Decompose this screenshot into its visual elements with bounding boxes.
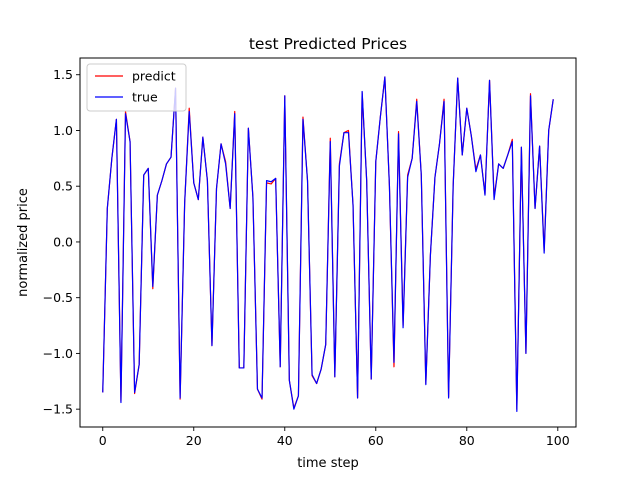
chart-title: test Predicted Prices bbox=[249, 35, 407, 53]
legend: predict true bbox=[86, 63, 187, 112]
y-tick-label: 0.5 bbox=[53, 179, 73, 194]
x-tick-label: 60 bbox=[368, 433, 384, 448]
y-tick-label: 1.0 bbox=[53, 123, 73, 138]
x-tick-label: 20 bbox=[186, 433, 202, 448]
x-tick-label: 80 bbox=[459, 433, 475, 448]
x-axis: 0 20 40 60 80 100 bbox=[99, 427, 570, 448]
y-axis-title: normalized price bbox=[16, 188, 31, 297]
x-tick-label: 100 bbox=[546, 433, 570, 448]
plot-area bbox=[102, 76, 554, 412]
legend-label-predict: predict bbox=[132, 69, 176, 84]
x-axis-title: time step bbox=[297, 456, 359, 471]
x-tick-label: 0 bbox=[99, 433, 107, 448]
y-tick-label: 1.5 bbox=[53, 67, 73, 82]
y-tick-label: −0.5 bbox=[43, 290, 73, 305]
series-line-true bbox=[102, 76, 554, 412]
y-axis: −1.5 −1.0 −0.5 0.0 0.5 1.0 1.5 bbox=[43, 67, 80, 417]
axes-frame bbox=[79, 57, 577, 428]
x-tick-label: 40 bbox=[277, 433, 293, 448]
y-tick-label: 0.0 bbox=[53, 234, 73, 249]
y-tick-label: −1.0 bbox=[43, 346, 73, 361]
legend-label-true: true bbox=[132, 90, 158, 105]
y-tick-label: −1.5 bbox=[43, 402, 73, 417]
